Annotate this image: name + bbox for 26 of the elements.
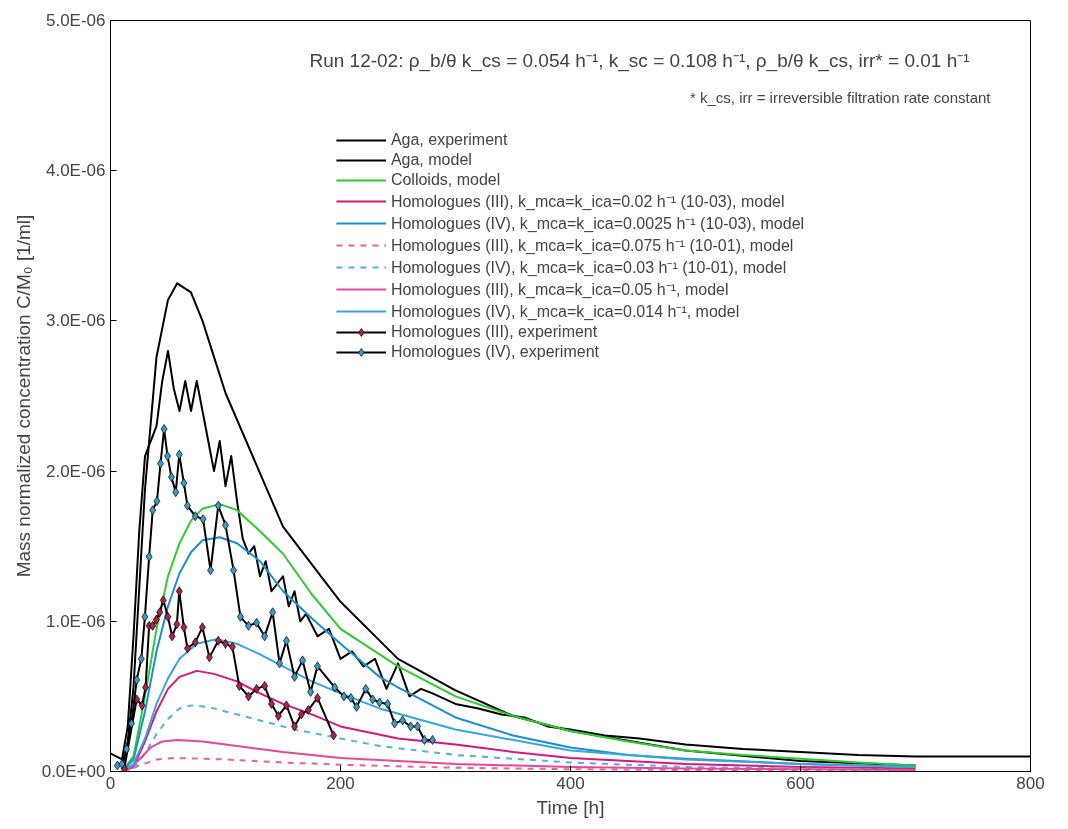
legend-label: Homologues (III), experiment [390, 323, 598, 341]
y-tick-label: 5.0E-06 [45, 11, 106, 30]
y-axis-title: Mass normalized concentration C/M₀ [1/ml] [12, 214, 34, 578]
y-tick-label: 2.0E-06 [45, 461, 106, 481]
x-tick-label: 800 [1016, 773, 1045, 793]
text: Run 12-02: ρ_b/θ k_cs = 0.054 h⁻¹, k_sc = 0.108 h⁻¹, ρ_b/θ k_cs, irr* = 0.01 h⁻¹ [309, 49, 970, 72]
legend-label: Homologues (IV), k_mca=k_ica=0.0025 h⁻¹ (10-03), model [390, 214, 805, 234]
x-tick-label: 400 [556, 773, 585, 793]
y-tick-label: 3.0E-06 [45, 311, 106, 331]
legend-label: Colloids, model [390, 171, 501, 189]
legend-label: Aga, model [390, 151, 472, 169]
x-tick-label: 0 [105, 773, 116, 793]
legend-label: Homologues (III), k_mca=k_ica=0.075 h⁻¹ (10-01), model [390, 236, 794, 256]
legend-label: Homologues (IV), experiment [390, 343, 599, 361]
legend-label: Homologues (IV), k_mca=k_ica=0.03 h⁻¹ (10-01), model [390, 258, 787, 278]
x-axis-title: Time [h] [536, 796, 605, 818]
legend-label: Homologues (IV), k_mca=k_ica=0.014 h⁻¹, model [390, 302, 740, 322]
x-tick-label: 600 [786, 773, 815, 793]
annotation: * k_cs, irr = irreversible filtration rate constant [689, 88, 992, 106]
legend-label: Homologues (III), k_mca=k_ica=0.05 h⁻¹, model [390, 280, 729, 300]
legend-label: Homologues (III), k_mca=k_ica=0.02 h⁻¹ (10-03), model [390, 192, 785, 212]
y-tick-label: 0.0E+00 [41, 762, 106, 781]
legend-label: Aga, experiment [390, 131, 508, 149]
y-tick-label: 4.0E-06 [45, 161, 106, 181]
x-tick-label: 200 [326, 773, 355, 793]
y-tick-label: 1.0E-06 [45, 611, 106, 631]
